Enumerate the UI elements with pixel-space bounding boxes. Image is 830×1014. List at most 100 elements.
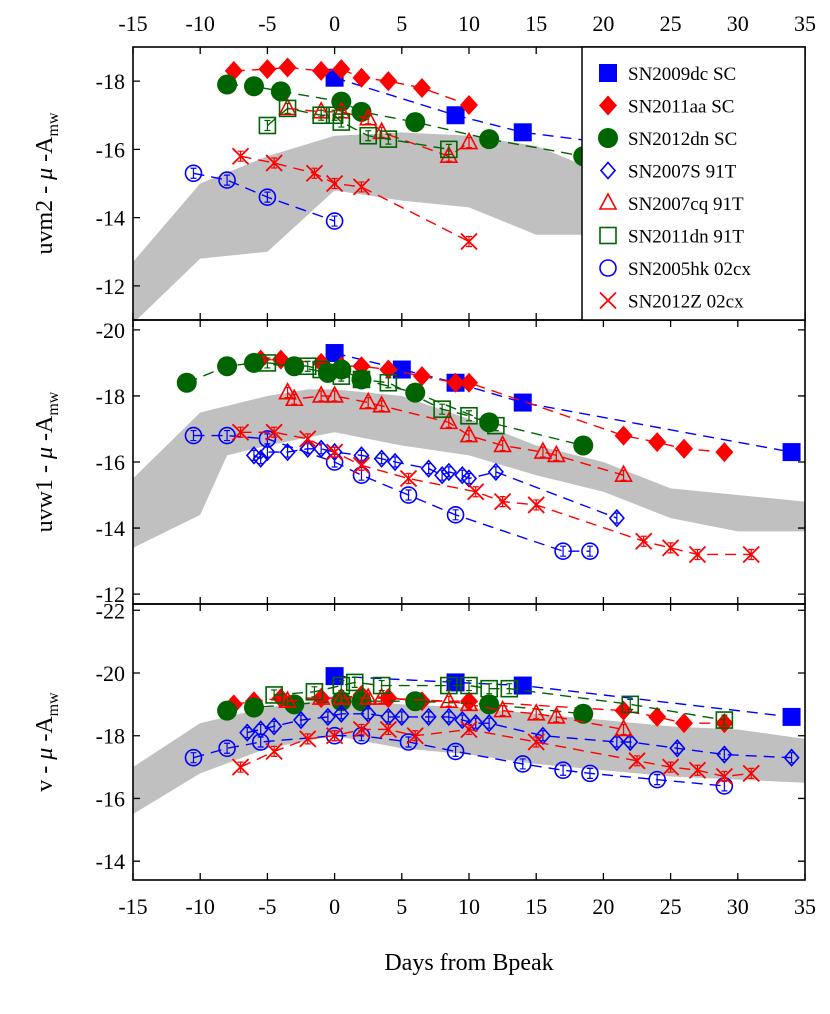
error-bar	[385, 377, 392, 389]
error-bar	[257, 736, 264, 748]
series-line	[193, 735, 725, 787]
error-bar	[586, 767, 593, 779]
error-bar	[378, 679, 385, 692]
x-tick-label-top: -10	[186, 11, 215, 36]
data-point	[493, 492, 512, 511]
data-point	[513, 755, 532, 773]
error-bar	[627, 698, 634, 710]
data-point	[688, 545, 707, 564]
data-point	[231, 758, 250, 776]
data-point	[358, 687, 378, 705]
error-bar	[439, 403, 446, 415]
legend-marker	[599, 95, 617, 116]
y-axis-title-subscript: mw	[45, 692, 62, 716]
data-point	[319, 707, 336, 727]
data-point	[533, 441, 553, 459]
data-point	[439, 690, 459, 709]
error-bar	[405, 489, 412, 501]
data-point	[782, 707, 801, 726]
data-point	[278, 690, 297, 709]
error-bar	[351, 676, 358, 689]
data-point	[299, 430, 317, 448]
x-tick-label-top: 5	[396, 11, 407, 36]
legend-item: SN2007cq 91T	[598, 192, 744, 215]
data-point	[184, 164, 203, 183]
y-axis-title-tail: -A	[32, 136, 58, 168]
data-point	[284, 356, 305, 377]
error-bar	[224, 174, 231, 186]
data-point	[265, 154, 283, 172]
template-band	[133, 132, 805, 320]
data-point	[614, 425, 633, 446]
error-bar	[318, 363, 325, 376]
y-tick-label: -18	[96, 724, 125, 749]
error-bar	[190, 752, 197, 764]
data-point	[332, 367, 351, 385]
x-tick-label-top: 25	[660, 11, 682, 36]
data-point	[500, 679, 519, 698]
series-SN2012dn	[217, 74, 594, 167]
data-point	[783, 748, 800, 767]
data-point	[217, 700, 238, 721]
series-line	[287, 697, 624, 731]
data-point	[446, 742, 465, 761]
series-line	[274, 681, 725, 721]
data-point	[218, 739, 236, 758]
error-bar	[721, 780, 728, 792]
data-point	[372, 687, 391, 705]
error-bar	[385, 133, 392, 145]
y-tick-label: -14	[96, 206, 125, 231]
data-point	[299, 730, 317, 748]
data-point	[481, 713, 498, 733]
data-point	[715, 711, 734, 729]
data-point	[527, 733, 545, 751]
data-point	[218, 426, 236, 445]
x-tick-label-bottom: 35	[794, 894, 816, 919]
series-SN2012Z	[231, 423, 760, 564]
data-point	[547, 444, 566, 463]
series-SN2011dn	[265, 673, 734, 729]
data-point	[312, 60, 331, 81]
data-point	[184, 748, 203, 767]
legend-item: SN2011aa SC	[599, 95, 734, 118]
data-point	[332, 113, 351, 131]
data-point	[292, 710, 310, 730]
data-point	[352, 456, 371, 474]
data-point	[554, 761, 572, 780]
data-point	[251, 733, 270, 751]
data-point	[266, 717, 283, 736]
data-point	[358, 391, 378, 410]
error-bar	[284, 102, 291, 115]
error-bar	[466, 410, 472, 422]
series-SN2012Z	[231, 720, 760, 786]
data-point	[669, 739, 686, 758]
data-point	[446, 106, 465, 125]
data-point	[393, 707, 410, 727]
data-point	[661, 539, 680, 557]
legend-label: SN2011aa SC	[628, 97, 734, 118]
legend-marker	[599, 226, 617, 245]
data-point	[406, 727, 424, 745]
y-axis-title: uvm2 - μ -Amw	[32, 112, 62, 254]
error-bar	[365, 130, 372, 142]
data-point	[298, 357, 317, 376]
data-point	[358, 107, 378, 126]
y-axis-title-main: v -	[32, 760, 58, 792]
data-point	[352, 67, 371, 88]
data-point	[333, 704, 350, 723]
data-point	[252, 449, 269, 468]
x-tick-label-bottom: 30	[727, 894, 749, 919]
data-point	[399, 469, 418, 488]
error-bar	[519, 758, 526, 770]
y-tick-label: -16	[96, 450, 125, 475]
error-bar	[264, 191, 271, 203]
data-point	[265, 742, 283, 761]
data-point	[554, 542, 572, 560]
y-tick-label: -12	[96, 582, 125, 607]
legend-item: SN2012Z 02cx	[599, 292, 744, 313]
error-bar	[452, 509, 459, 521]
y-tick-label: -14	[96, 849, 125, 874]
data-point	[742, 764, 760, 783]
series-line	[193, 434, 590, 552]
data-point	[258, 354, 277, 372]
